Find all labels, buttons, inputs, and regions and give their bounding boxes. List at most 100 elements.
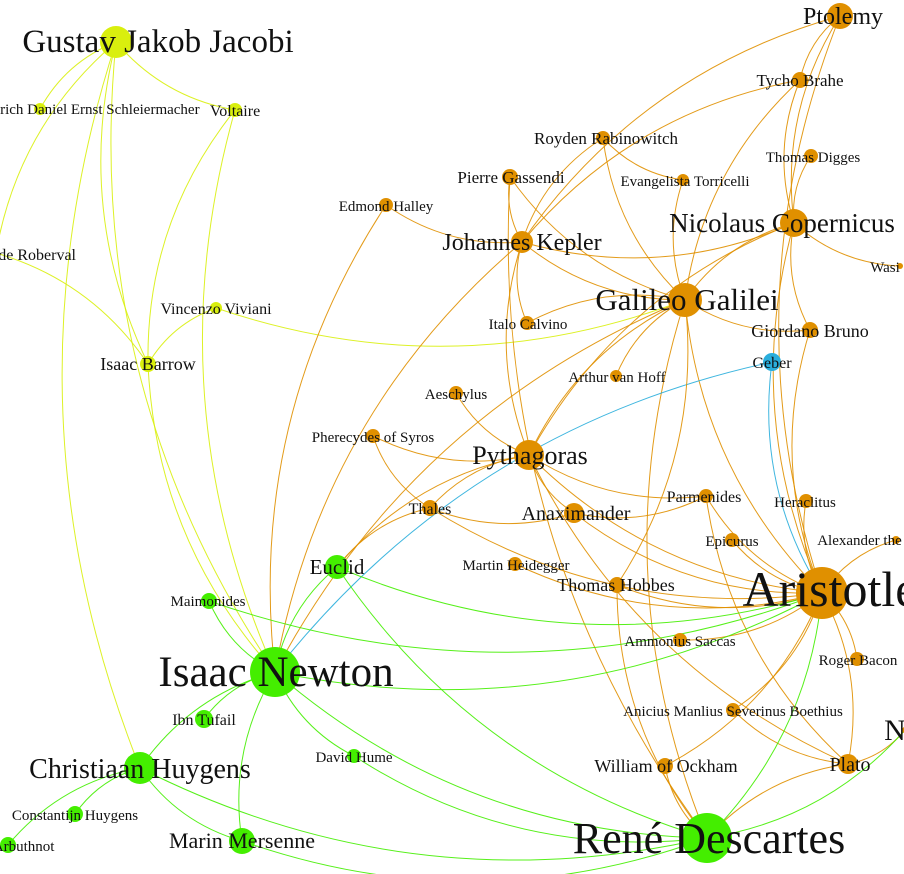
node-alexander[interactable] (892, 536, 900, 544)
edge-galileo-descartes (646, 299, 708, 839)
node-kepler[interactable] (511, 231, 533, 253)
node-hobbes[interactable] (609, 577, 625, 593)
edge-thales-euclid (336, 507, 431, 568)
edge-anaximander-aristotle (573, 512, 823, 594)
node-ptolemy[interactable] (827, 3, 853, 29)
edge-kepler-copernicus (521, 222, 795, 259)
label-saccas: Ammonius Saccas (624, 634, 735, 650)
label-galileo: Galileo Galilei (595, 282, 779, 317)
label-layer: Gustav Jakob Jacobi Friedrich Daniel Erns… (0, 4, 904, 863)
node-tufail[interactable] (195, 710, 213, 728)
node-parmenides[interactable] (699, 489, 713, 503)
edge-ptolemy-aristotle (778, 15, 841, 594)
node-calvino[interactable] (520, 316, 534, 330)
node-layer (0, 3, 904, 863)
node-torricelli[interactable] (677, 174, 689, 186)
edge-pherecydes-thales (372, 435, 431, 509)
label-rabinowitch: Royden Rabinowitch (534, 129, 679, 148)
edge-newton-aristotle (274, 592, 823, 691)
node-pythagoras[interactable] (514, 440, 544, 470)
label-ockham: William of Ockham (594, 756, 737, 776)
label-jacobi: Gustav Jakob Jacobi (22, 24, 293, 60)
node-bruno[interactable] (802, 322, 818, 338)
node-barrow[interactable] (140, 356, 156, 372)
label-digges: Thomas Digges (766, 150, 861, 166)
label-schleiermacher: Friedrich Daniel Ernst Schleiermacher (0, 102, 200, 118)
node-thales[interactable] (422, 500, 438, 516)
label-pherecydes: Pherecydes of Syros (312, 430, 435, 446)
label-viviani: Vincenzo Viviani (160, 301, 272, 318)
edge-pythagoras-parmenides (528, 454, 707, 499)
node-boethius[interactable] (726, 703, 740, 717)
node-anaximander[interactable] (564, 503, 584, 523)
node-epicurus[interactable] (725, 533, 739, 547)
label-thales: Thales (409, 501, 452, 518)
edge-layer (0, 15, 904, 874)
label-huygens: Christiaan Huygens (29, 754, 251, 785)
node-geber[interactable] (763, 353, 781, 371)
label-boethius: Anicius Manlius Severinus Boethius (623, 704, 843, 720)
node-huygens[interactable] (124, 752, 156, 784)
node-tycho[interactable] (792, 72, 808, 88)
node-galileo[interactable] (668, 283, 702, 317)
node-arbuthnot[interactable] (0, 837, 16, 853)
node-wasi[interactable] (897, 263, 903, 269)
edge-gassendi-galileo (509, 176, 686, 301)
edge-hume-descartes (353, 755, 708, 843)
edge-voltaire-newton (201, 109, 276, 673)
edge-hobbes-galileo (616, 299, 689, 586)
node-plato[interactable] (838, 754, 858, 774)
node-pherecydes[interactable] (366, 429, 380, 443)
label-parmenides: Parmenides (667, 489, 742, 506)
node-mersenne[interactable] (229, 828, 255, 854)
node-jacobi[interactable] (100, 26, 132, 58)
label-bruno: Giordano Bruno (751, 321, 868, 341)
node-heraclitus[interactable] (799, 494, 813, 508)
node-saccas[interactable] (673, 633, 687, 647)
label-arbuthnot: John Arbuthnot (0, 839, 55, 855)
edge-jacobi-barrow (100, 41, 149, 365)
edge-rabinowitch-kepler (521, 137, 604, 243)
label-barrow: Isaac Barrow (100, 354, 195, 374)
label-newton: Isaac Newton (158, 649, 393, 696)
node-heidegger[interactable] (508, 557, 522, 571)
node-halley[interactable] (379, 198, 393, 212)
node-aristotle[interactable] (796, 567, 848, 619)
edge-ptolemy-kepler (521, 15, 841, 243)
edge-rabinowitch-galileo (602, 137, 686, 301)
edge-mersenne-descartes (241, 837, 708, 874)
edge-viviani-galileo (215, 299, 686, 347)
node-schleiermacher[interactable] (34, 103, 46, 115)
edge-geber-newton (274, 361, 773, 673)
label-alexander: Alexander the Great (817, 533, 904, 549)
label-halley: Edmond Halley (339, 199, 434, 215)
node-bacon[interactable] (850, 652, 864, 666)
label-hobbes: Thomas Hobbes (557, 575, 674, 595)
label-wasi: Wasi (870, 260, 900, 276)
node-c_huygens[interactable] (67, 806, 83, 822)
node-maimonides[interactable] (201, 593, 217, 609)
node-hume[interactable] (347, 749, 361, 763)
node-hoff[interactable] (610, 370, 622, 382)
label-hoff: Arthur van Hoff (568, 370, 665, 386)
edge-geber-aristotle (768, 361, 823, 594)
node-aeschylus[interactable] (449, 386, 463, 400)
label-bacon: Roger Bacon (819, 653, 898, 669)
edge-ptolemy-copernicus (790, 15, 841, 224)
node-digges[interactable] (804, 149, 818, 163)
node-newton[interactable] (250, 647, 300, 697)
edge-rabinowitch-torricelli (602, 137, 684, 181)
label-c_huygens: Constantijn Huygens (12, 808, 138, 824)
node-descartes[interactable] (682, 813, 732, 863)
node-copernicus[interactable] (780, 209, 808, 237)
node-gassendi[interactable] (502, 169, 518, 185)
node-viviani[interactable] (210, 302, 222, 314)
node-voltaire[interactable] (228, 103, 242, 117)
node-euclid[interactable] (325, 555, 349, 579)
edge-gassendi-descartes (507, 176, 708, 839)
node-ockham[interactable] (657, 758, 673, 774)
edge-descartes-n_right (706, 730, 904, 839)
edge-ockham-aristotle (664, 592, 823, 767)
node-rabinowitch[interactable] (596, 131, 610, 145)
label-anaximander: Anaximander (522, 503, 631, 525)
